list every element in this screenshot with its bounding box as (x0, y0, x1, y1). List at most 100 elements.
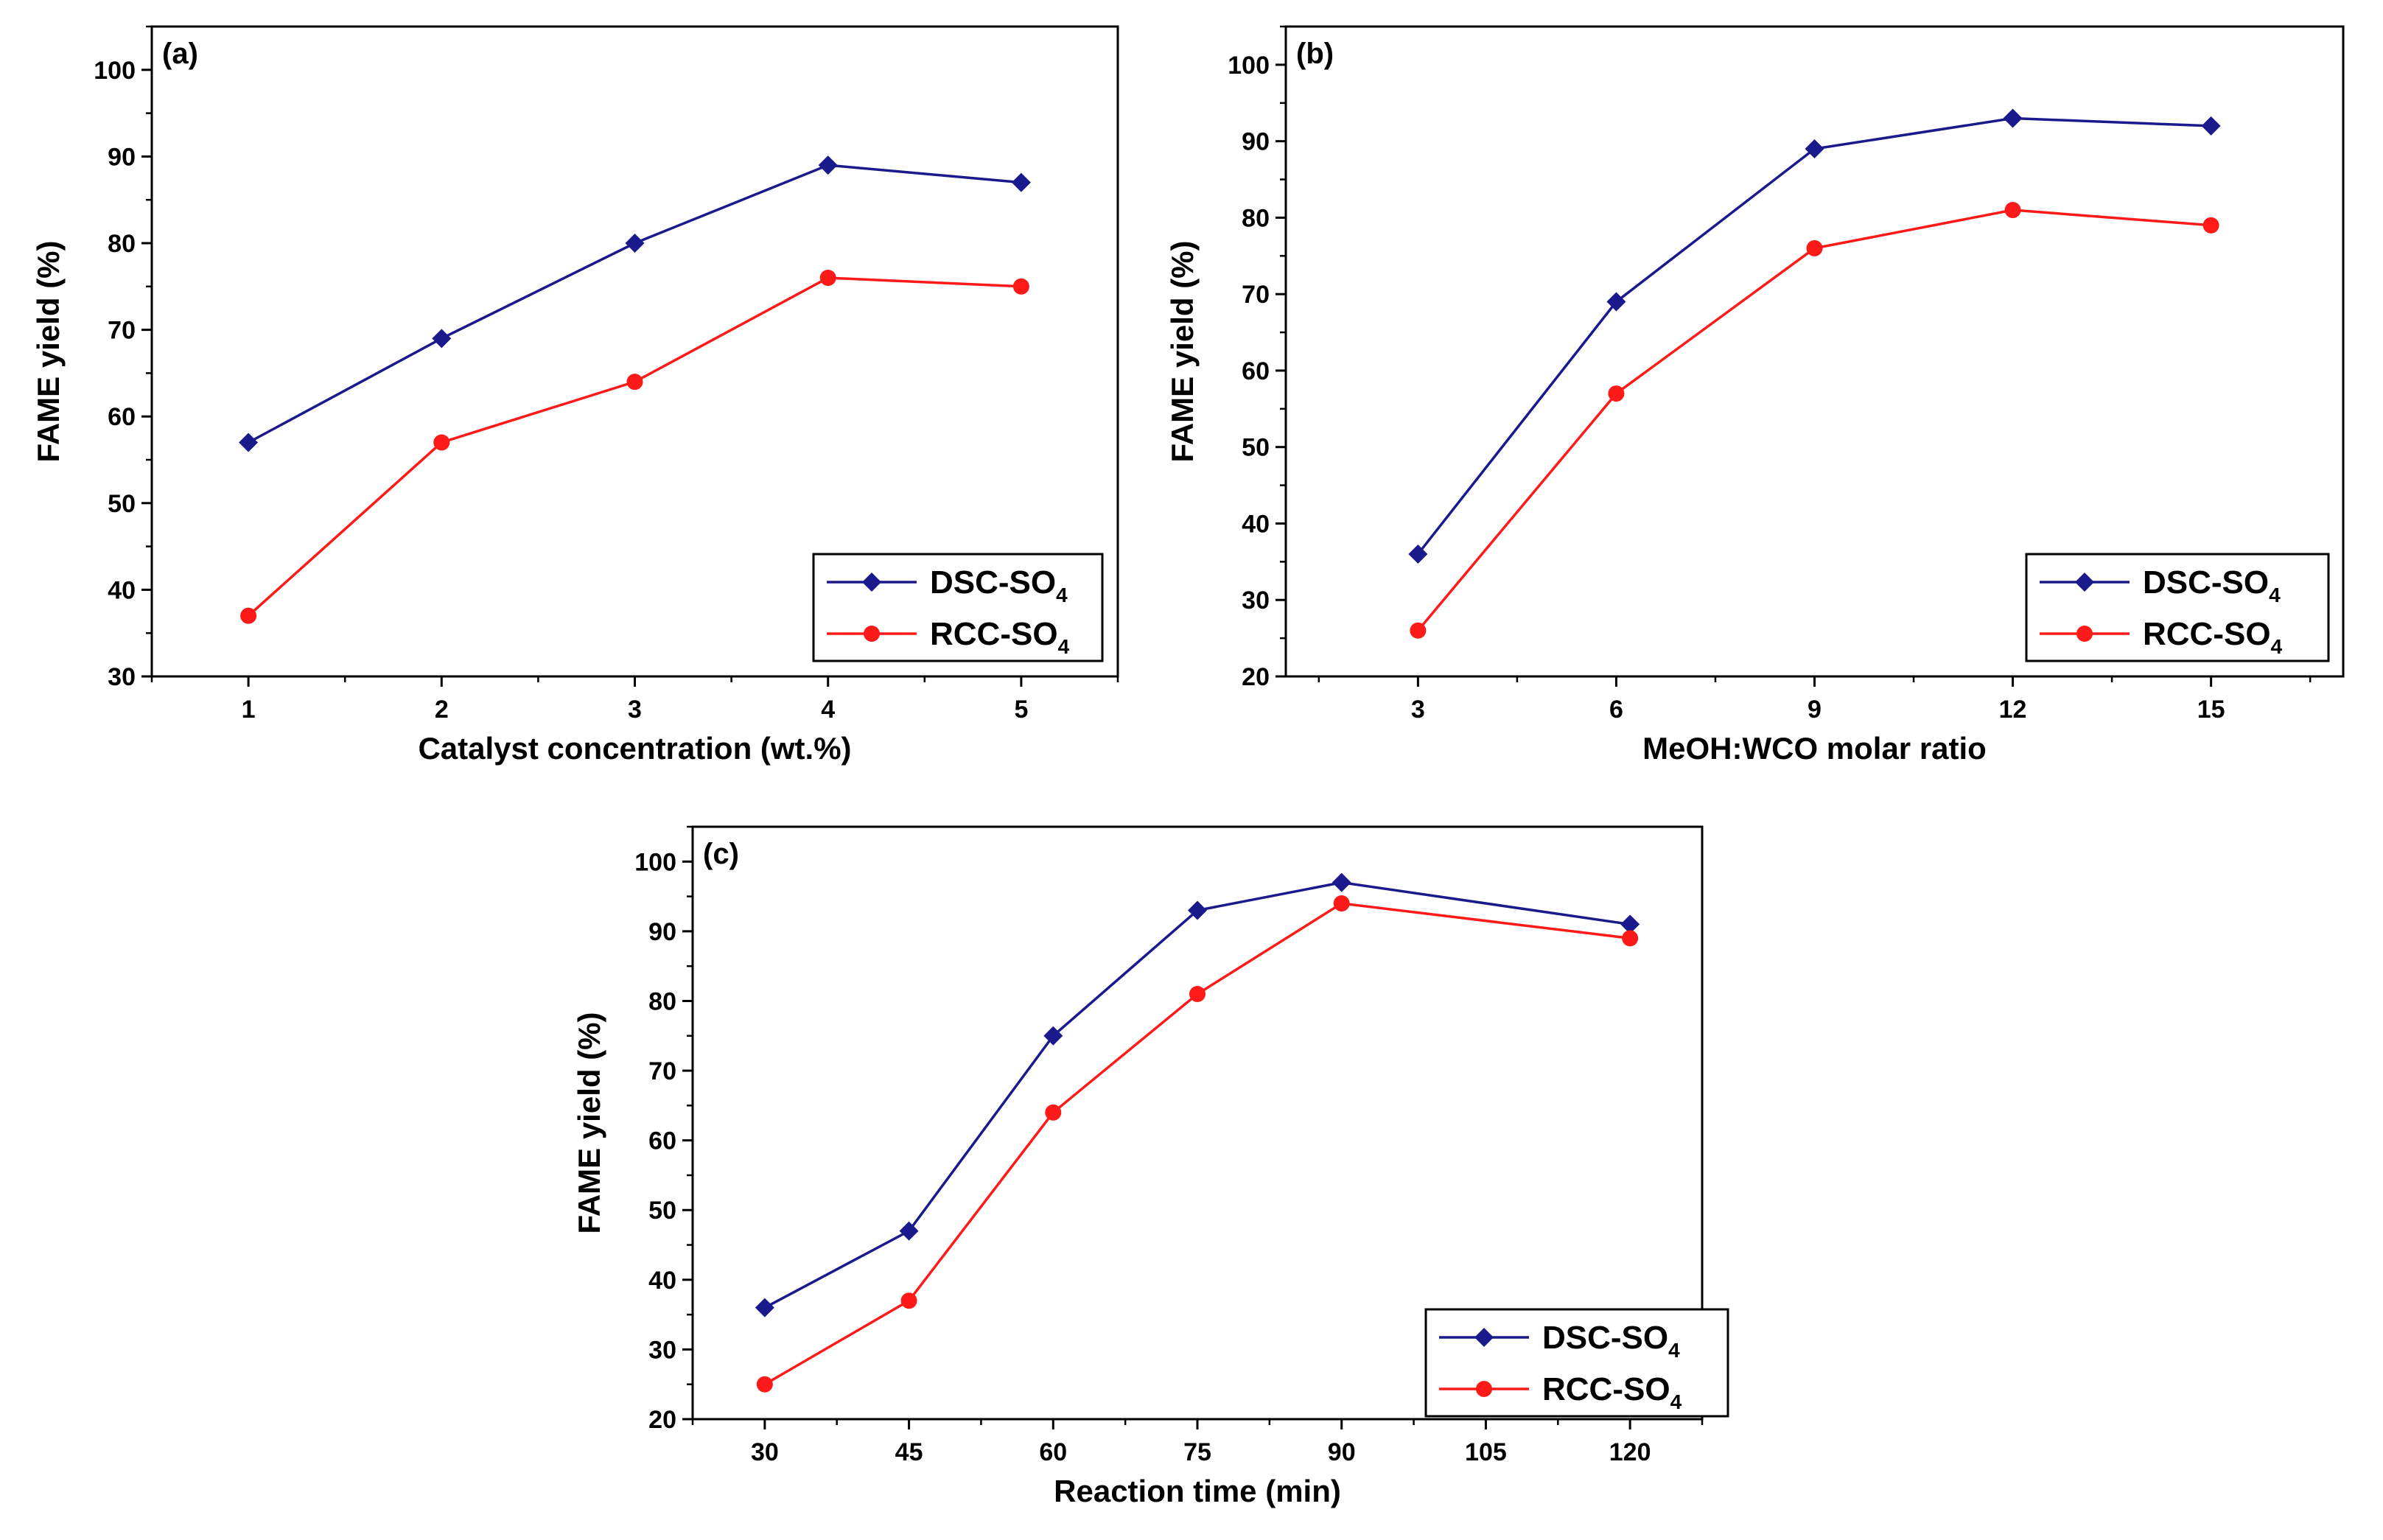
x-tick-label: 4 (821, 696, 835, 724)
data-point-diamond (899, 1221, 919, 1241)
legend-marker-diamond (862, 573, 881, 592)
panel-label: (b) (1296, 38, 1334, 70)
y-tick-label: 60 (1242, 357, 1270, 385)
y-tick-label: 80 (1242, 204, 1270, 232)
y-tick-label: 30 (1242, 587, 1270, 615)
y-tick-label: 70 (108, 317, 136, 345)
x-tick-label: 3 (628, 696, 642, 724)
data-point-circle (240, 607, 257, 624)
data-point-diamond (625, 234, 645, 253)
x-tick-label: 30 (751, 1438, 779, 1466)
data-point-diamond (1011, 172, 1031, 192)
legend-marker-diamond (2075, 573, 2094, 592)
series-line-dsc (764, 881, 1631, 1309)
data-point-circle (900, 1292, 917, 1309)
y-tick-label: 80 (108, 230, 136, 258)
x-tick-label: 3 (1411, 696, 1425, 724)
x-axis-title: Catalyst concentration (wt.%) (418, 731, 851, 766)
x-tick-label: 5 (1014, 696, 1028, 724)
legend-marker-circle (1476, 1381, 1492, 1397)
y-tick-label: 20 (648, 1406, 676, 1434)
legend-label: DSC-SO4 (1542, 1320, 1680, 1362)
x-tick-label: 75 (1183, 1438, 1211, 1466)
data-point-circle (1045, 1104, 1062, 1121)
data-point-circle (1410, 622, 1427, 639)
data-point-diamond (1805, 139, 1824, 159)
data-point-circle (2004, 202, 2021, 219)
legend-marker-circle (2076, 626, 2093, 642)
chart-panel-2: 20 30 40 50 60 70 80 90 100 3 6 9 12 15 MeOH:WCO molar… (1165, 25, 2345, 766)
y-tick-label: 60 (648, 1127, 676, 1155)
panel-label: (a) (162, 38, 198, 70)
data-point-diamond (239, 433, 259, 452)
series-line-rcc (763, 902, 1631, 1386)
legend-label-main: RCC-SO (2143, 616, 2271, 652)
data-point-diamond (2201, 116, 2221, 136)
legend-label-subscript: 4 (1058, 635, 1070, 658)
x-tick-label: 2 (435, 696, 449, 724)
x-tick-label: 45 (895, 1438, 923, 1466)
y-tick-label: 20 (1242, 663, 1270, 691)
y-tick-label: 80 (648, 987, 676, 1015)
x-axis-title: Reaction time (min) (1054, 1474, 1341, 1508)
legend-label-subscript: 4 (1668, 1339, 1680, 1362)
data-point-diamond (432, 329, 452, 349)
chart-panel-3: 20 30 40 50 60 70 80 90 100 30 45 60 75 90 105 120 React… (572, 825, 1729, 1508)
y-tick-label: 100 (1228, 52, 1270, 80)
x-tick-label: 120 (1609, 1438, 1651, 1466)
y-tick-label: 30 (108, 663, 136, 691)
y-tick-label: 50 (108, 490, 136, 518)
x-axis-title: MeOH:WCO molar ratio (1642, 731, 1987, 766)
legend-label: RCC-SO4 (1542, 1371, 1682, 1413)
legend-label-subscript: 4 (1670, 1390, 1682, 1413)
legend-label: RCC-SO4 (2143, 616, 2283, 658)
y-tick-label: 70 (1242, 281, 1270, 309)
data-point-circle (1806, 239, 1823, 256)
y-tick-label: 100 (634, 848, 676, 876)
y-tick-label: 90 (648, 918, 676, 946)
y-tick-label: 50 (1242, 434, 1270, 462)
legend-label-subscript: 4 (2269, 584, 2281, 606)
data-point-circle (626, 374, 643, 391)
data-point-diamond (818, 155, 838, 175)
x-tick-label: 60 (1039, 1438, 1067, 1466)
data-point-circle (1608, 385, 1625, 402)
x-tick-label: 6 (1609, 696, 1623, 724)
data-point-circle (1622, 930, 1639, 947)
legend-box (1424, 1308, 1729, 1418)
legend-label-main: DSC-SO (1542, 1320, 1668, 1356)
panel-label: (c) (703, 838, 739, 870)
data-point-circle (433, 434, 450, 451)
legend-label-main: DSC-SO (930, 564, 1056, 601)
data-point-circle (756, 1376, 773, 1393)
y-tick-label: 30 (648, 1336, 676, 1364)
legend-marker-diamond (1474, 1328, 1494, 1347)
x-tick-label: 9 (1808, 696, 1822, 724)
legend-box (812, 553, 1104, 662)
data-point-diamond (755, 1298, 774, 1317)
legend-box (2025, 553, 2330, 662)
y-tick-label: 70 (648, 1057, 676, 1085)
y-tick-label: 90 (108, 143, 136, 171)
legend-label: DSC-SO4 (2143, 564, 2281, 606)
data-point-circle (1189, 986, 1206, 1003)
y-axis-title: FAME yield (%) (31, 240, 66, 462)
data-point-diamond (1606, 292, 1626, 312)
data-point-diamond (2003, 108, 2023, 128)
data-point-circle (1012, 278, 1029, 295)
data-point-diamond (1620, 914, 1640, 934)
legend-label-subscript: 4 (1056, 584, 1068, 606)
data-point-diamond (1188, 900, 1207, 920)
legend-label-subscript: 4 (2271, 635, 2283, 658)
legend-label: RCC-SO4 (930, 616, 1070, 658)
data-point-circle (2202, 217, 2219, 234)
x-tick-label: 1 (242, 696, 256, 724)
legend-label: DSC-SO4 (930, 564, 1068, 606)
series-line-dsc (248, 164, 1022, 444)
legend-label-main: RCC-SO (930, 616, 1058, 652)
data-point-circle (819, 270, 836, 287)
